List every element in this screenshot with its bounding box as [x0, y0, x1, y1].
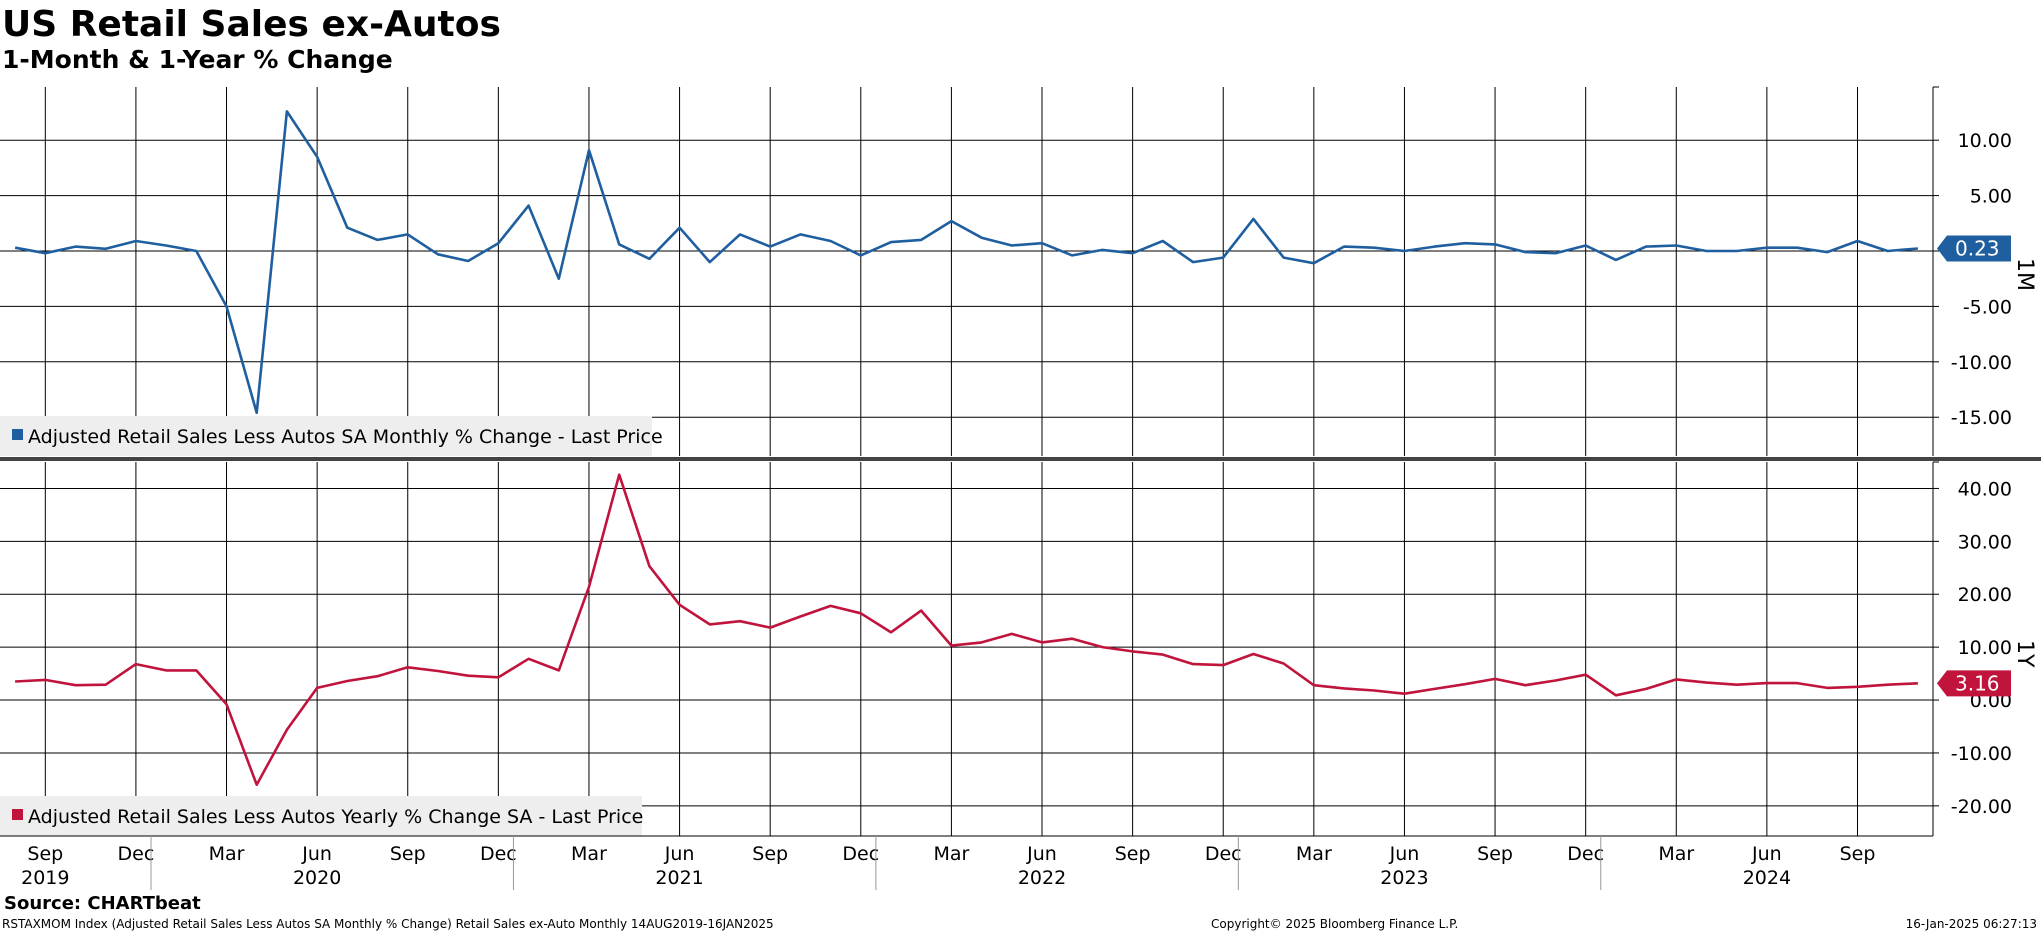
- x-tick-label-month: Dec: [480, 843, 517, 865]
- y-tick-label: 5.00: [1970, 186, 2012, 208]
- x-tick-label-month: Sep: [752, 843, 788, 865]
- last-value-label: 3.16: [1955, 671, 2000, 695]
- x-tick-label-month: Dec: [118, 843, 155, 865]
- x-tick-label-year: 2021: [655, 867, 703, 889]
- monthly-panel: 10.005.000.00-5.00-10.00-15.000.231MAdju…: [0, 86, 2041, 461]
- x-tick-label-year: 2020: [293, 867, 341, 889]
- y-tick-label: -10.00: [1951, 352, 2012, 374]
- x-tick-label-month: Sep: [1477, 843, 1513, 865]
- x-tick-label-month: Jun: [301, 843, 332, 865]
- legend-label: Adjusted Retail Sales Less Autos Yearly …: [28, 806, 643, 828]
- x-tick-label-month: Jun: [664, 843, 695, 865]
- y-tick-label: -20.00: [1951, 796, 2012, 818]
- x-tick-label-month: Dec: [1205, 843, 1242, 865]
- x-tick-label-year: 2023: [1380, 867, 1428, 889]
- legend-box: [0, 416, 652, 456]
- series-line: [15, 473, 1918, 787]
- yearly-panel: 40.0030.0020.0010.000.00-10.00-20.003.16…: [0, 461, 2037, 836]
- x-tick-label-month: Sep: [1115, 843, 1151, 865]
- legend-swatch: [12, 429, 23, 440]
- y-tick-label: 10.00: [1958, 637, 2012, 659]
- footer-timestamp: 16-Jan-2025 06:27:13: [1906, 917, 2037, 931]
- x-tick-label-month: Mar: [209, 843, 245, 865]
- x-tick-label-month: Mar: [933, 843, 969, 865]
- y-tick-label: -15.00: [1951, 407, 2012, 429]
- x-tick-label-month: Sep: [390, 843, 426, 865]
- x-tick-label-month: Jun: [1389, 843, 1420, 865]
- y-tick-label: -5.00: [1963, 296, 2012, 318]
- panel-label: 1Y: [2012, 640, 2037, 668]
- chart-title: US Retail Sales ex-Autos: [2, 4, 501, 45]
- legend-swatch: [12, 809, 23, 820]
- panel-label: 1M: [2012, 258, 2037, 291]
- chart-subtitle: 1-Month & 1-Year % Change: [2, 45, 393, 74]
- footer-copyright: Copyright© 2025 Bloomberg Finance L.P.: [1211, 917, 1458, 931]
- last-value-tag: [1937, 670, 2011, 697]
- x-tick-label-month: Dec: [1567, 843, 1604, 865]
- x-tick-label-month: Mar: [1658, 843, 1694, 865]
- footer-description: RSTAXMOM Index (Adjusted Retail Sales Le…: [2, 917, 774, 931]
- x-tick-label-month: Jun: [1026, 843, 1057, 865]
- y-tick-label: 40.00: [1958, 478, 2012, 500]
- x-tick-label-month: Mar: [1296, 843, 1332, 865]
- y-tick-label: 20.00: [1958, 584, 2012, 606]
- last-value-label: 0.23: [1955, 236, 2000, 260]
- y-tick-label: 10.00: [1958, 130, 2012, 152]
- x-tick-label-month: Sep: [1840, 843, 1876, 865]
- x-tick-label-year: 2022: [1018, 867, 1066, 889]
- x-tick-label-month: Sep: [27, 843, 63, 865]
- x-tick-label-month: Jun: [1751, 843, 1782, 865]
- x-axis: Sep Dec Mar Jun Sep Dec Mar Jun Sep Dec Mar Jun Sep D…: [0, 835, 1933, 890]
- legend-label: Adjusted Retail Sales Less Autos SA Mont…: [28, 426, 663, 448]
- y-tick-label: -10.00: [1951, 743, 2012, 765]
- series-line: [14, 110, 1919, 415]
- x-tick-label-year: 2019: [21, 867, 69, 889]
- last-value-tag: [1937, 235, 2011, 262]
- x-tick-label-month: Dec: [842, 843, 879, 865]
- x-tick-label-year: 2024: [1743, 867, 1791, 889]
- x-tick-label-month: Mar: [571, 843, 607, 865]
- legend-box: [0, 796, 642, 836]
- y-tick-label: 30.00: [1958, 531, 2012, 553]
- source-label: Source: CHARTbeat: [4, 893, 201, 914]
